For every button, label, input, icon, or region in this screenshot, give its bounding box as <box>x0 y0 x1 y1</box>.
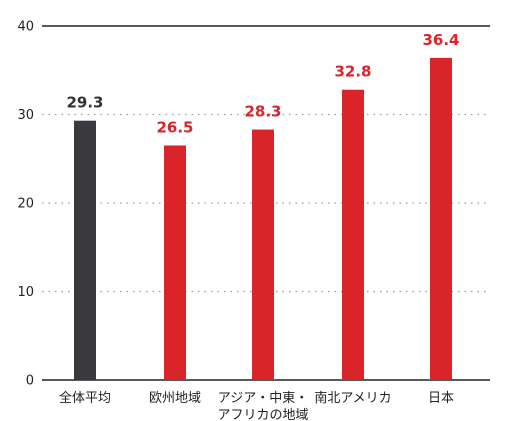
data-label: 36.4 <box>422 31 459 49</box>
data-label: 28.3 <box>244 103 281 121</box>
x-tick-label: 日本 <box>428 391 454 406</box>
bar <box>252 129 274 380</box>
data-label: 29.3 <box>66 94 103 112</box>
data-label: 26.5 <box>156 118 193 136</box>
bar <box>74 120 96 380</box>
bar <box>164 145 186 380</box>
x-tick-label: アフリカの地域 <box>217 408 308 421</box>
data-label: 32.8 <box>334 63 371 81</box>
y-tick-label: 30 <box>17 108 34 123</box>
x-tick-label: 南北アメリカ <box>314 390 391 406</box>
bar-layer <box>74 57 452 381</box>
y-tick-label: 40 <box>17 20 34 35</box>
y-tick-label: 0 <box>26 374 34 389</box>
y-tick-label: 20 <box>17 197 34 212</box>
label-layer: 29.3 全体平均 26.5 欧州地域 28.3 アジア・中東・アフリカの地域 32.8 南北… <box>59 31 460 421</box>
bar <box>342 89 364 380</box>
x-tick-label: 全体平均 <box>59 390 111 406</box>
x-tick-label: 欧州地域 <box>149 391 201 406</box>
bar <box>430 57 452 381</box>
x-tick-label: アジア・中東・ <box>218 390 308 406</box>
y-tick-label: 10 <box>17 285 34 300</box>
